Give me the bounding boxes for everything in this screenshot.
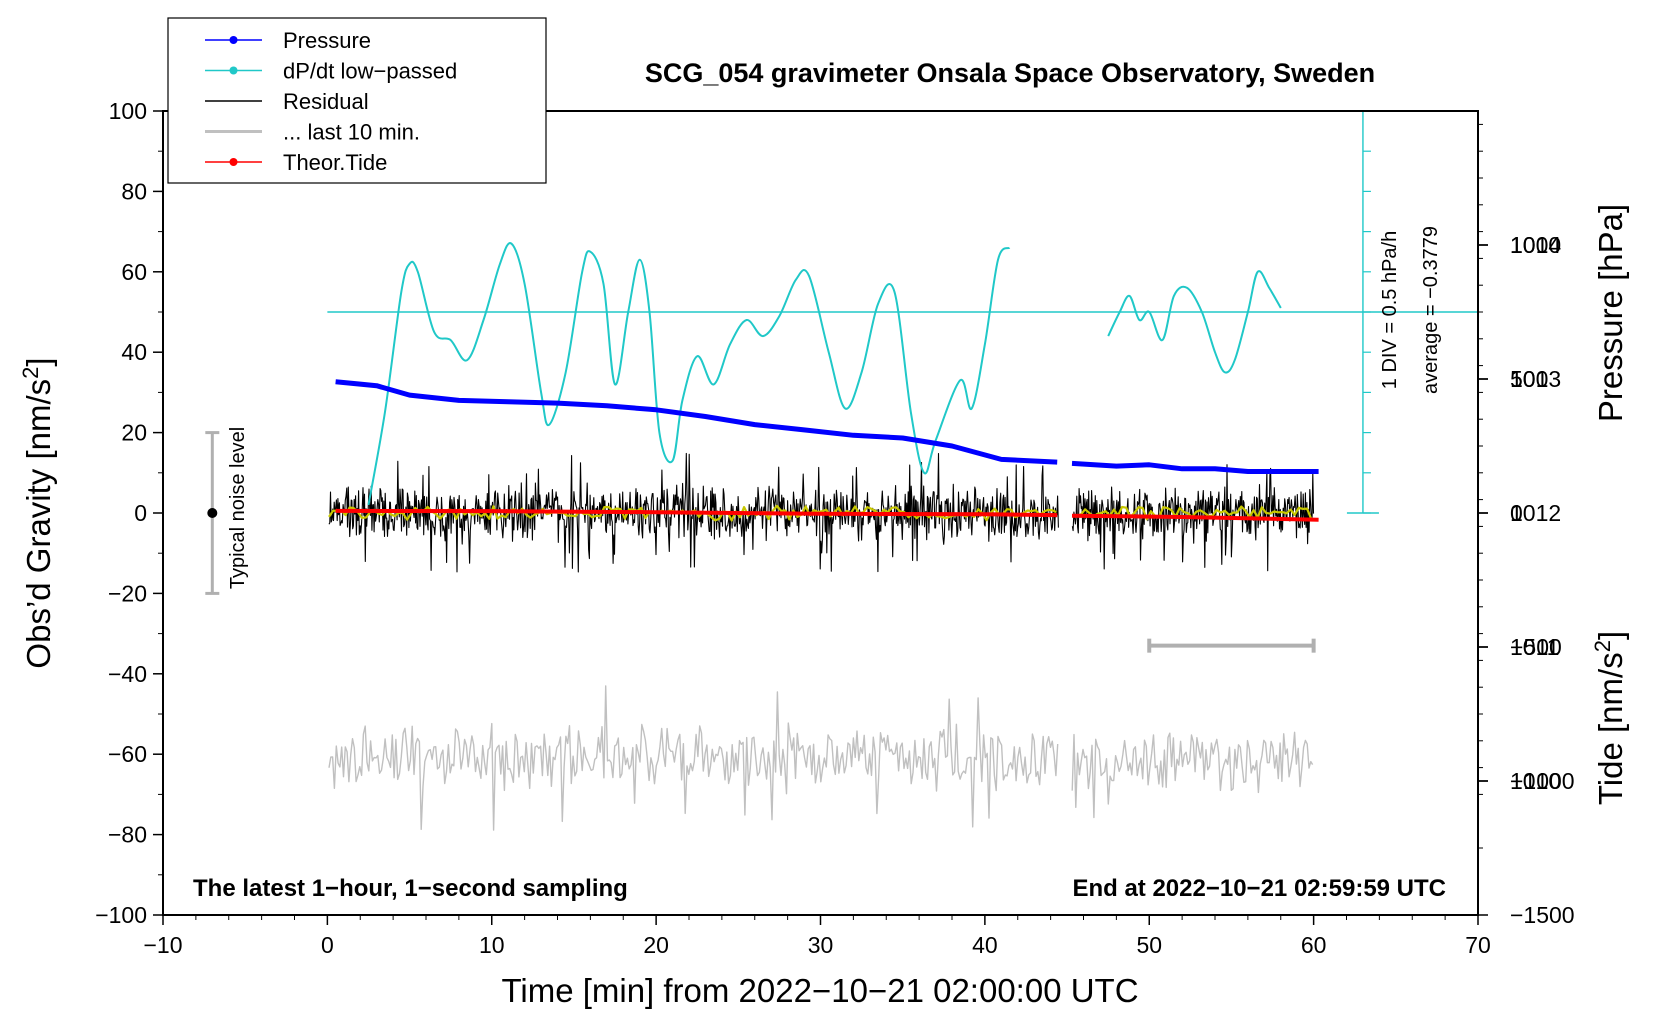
pressure-tick-label: 1014 [1510,232,1561,258]
tide-tick-label: 1000 [1510,232,1561,258]
dpdt-average-label: average = −0.3779 [1420,226,1442,394]
noise-bar-center [207,508,218,518]
y-tick-label: −60 [108,741,147,767]
tide-tick-label: 500 [1510,366,1548,392]
y-tick-label: 20 [121,420,147,446]
chart-title: SCG_054 gravimeter Onsala Space Observat… [645,58,1375,88]
tide-tick-label: −1500 [1510,902,1575,928]
y-tick-label: 0 [134,500,147,526]
y-tick-label: −40 [108,661,147,687]
noise-level-label: Typical noise level [227,427,249,589]
x-axis-title: Time [min] from 2022−10−21 02:00:00 UTC [501,972,1138,1009]
x-tick-label: 70 [1465,932,1491,958]
legend-marker [229,36,238,44]
series-last-10-min [328,685,1314,831]
legend-label: Theor.Tide [283,150,387,175]
legend-marker [229,66,238,75]
y-tick-label: 60 [121,259,147,285]
annotation-end-time: End at 2022−10−21 02:59:59 UTC [1072,875,1446,902]
series-theor-tide [335,508,1319,522]
x-tick-label: 20 [643,932,669,958]
legend-label: Pressure [283,28,371,53]
series-pressure [335,379,1319,474]
y-axis-title-tide: Tide [nm/s2] [1590,631,1630,805]
series-dpdt [367,242,1011,506]
tide-tick-label: −500 [1510,634,1562,660]
series-layer [205,110,1478,831]
legend-marker [229,158,238,166]
x-tick-label: 0 [321,932,334,958]
pressure-tick-label: 1013 [1510,366,1561,392]
x-tick-label: 30 [808,932,834,958]
legend-label: Residual [283,89,369,114]
y-tick-label: −100 [95,902,147,928]
y-axis-title-left: Obs’d Gravity [nm/s2] [18,357,58,668]
pressure-tick-label: 1011 [1510,634,1559,660]
y-tick-label: 40 [121,339,147,365]
legend-label: ... last 10 min. [283,120,420,145]
annotation-sampling: The latest 1−hour, 1−second sampling [193,875,628,902]
x-tick-label: 50 [1136,932,1162,958]
x-tick-label: 60 [1301,932,1327,958]
y-tick-label: −20 [108,580,147,606]
series-residual [328,452,1315,573]
dpdt-scale-label: 1 DIV = 0.5 hPa/h [1379,231,1401,389]
y-axis-title-pressure: Pressure [hPa] [1592,204,1629,422]
y-tick-label: 100 [109,98,147,124]
pressure-tick-label: 1012 [1510,500,1561,526]
y-axis-title-left-sup: 2 [18,367,43,379]
y-axis-title-tide-main: Tide [nm/s [1592,652,1629,805]
y-tick-label: −80 [108,822,147,848]
y-tick-label: 80 [121,178,147,204]
y-axis-title-left-end: ] [20,357,57,366]
axes-layer: −10 0 10 20 30 40 50 60 70100806040200−20−40−60−… [95,98,1574,958]
pressure-tick-label: 1010 [1510,768,1561,794]
tide-tick-label: 0 [1510,500,1523,526]
y-axis-title-tide-sup: 2 [1590,640,1615,652]
legend-label: dP/dt low−passed [283,59,457,84]
legend: Pressure dP/dt low−passed Residual ... last… [167,17,547,184]
series-dpdt-after-gap [1107,270,1282,374]
x-tick-label: 40 [972,932,998,958]
y-axis-title-tide-end: ] [1592,631,1629,640]
x-tick-label: 10 [479,932,505,958]
y-axis-title-left-main: Obs’d Gravity [nm/s [20,379,57,669]
legend-items: Pressure dP/dt low−passed Residual ... last… [205,28,457,175]
tide-tick-label: −1000 [1510,768,1575,794]
x-tick-label: −10 [143,932,182,958]
